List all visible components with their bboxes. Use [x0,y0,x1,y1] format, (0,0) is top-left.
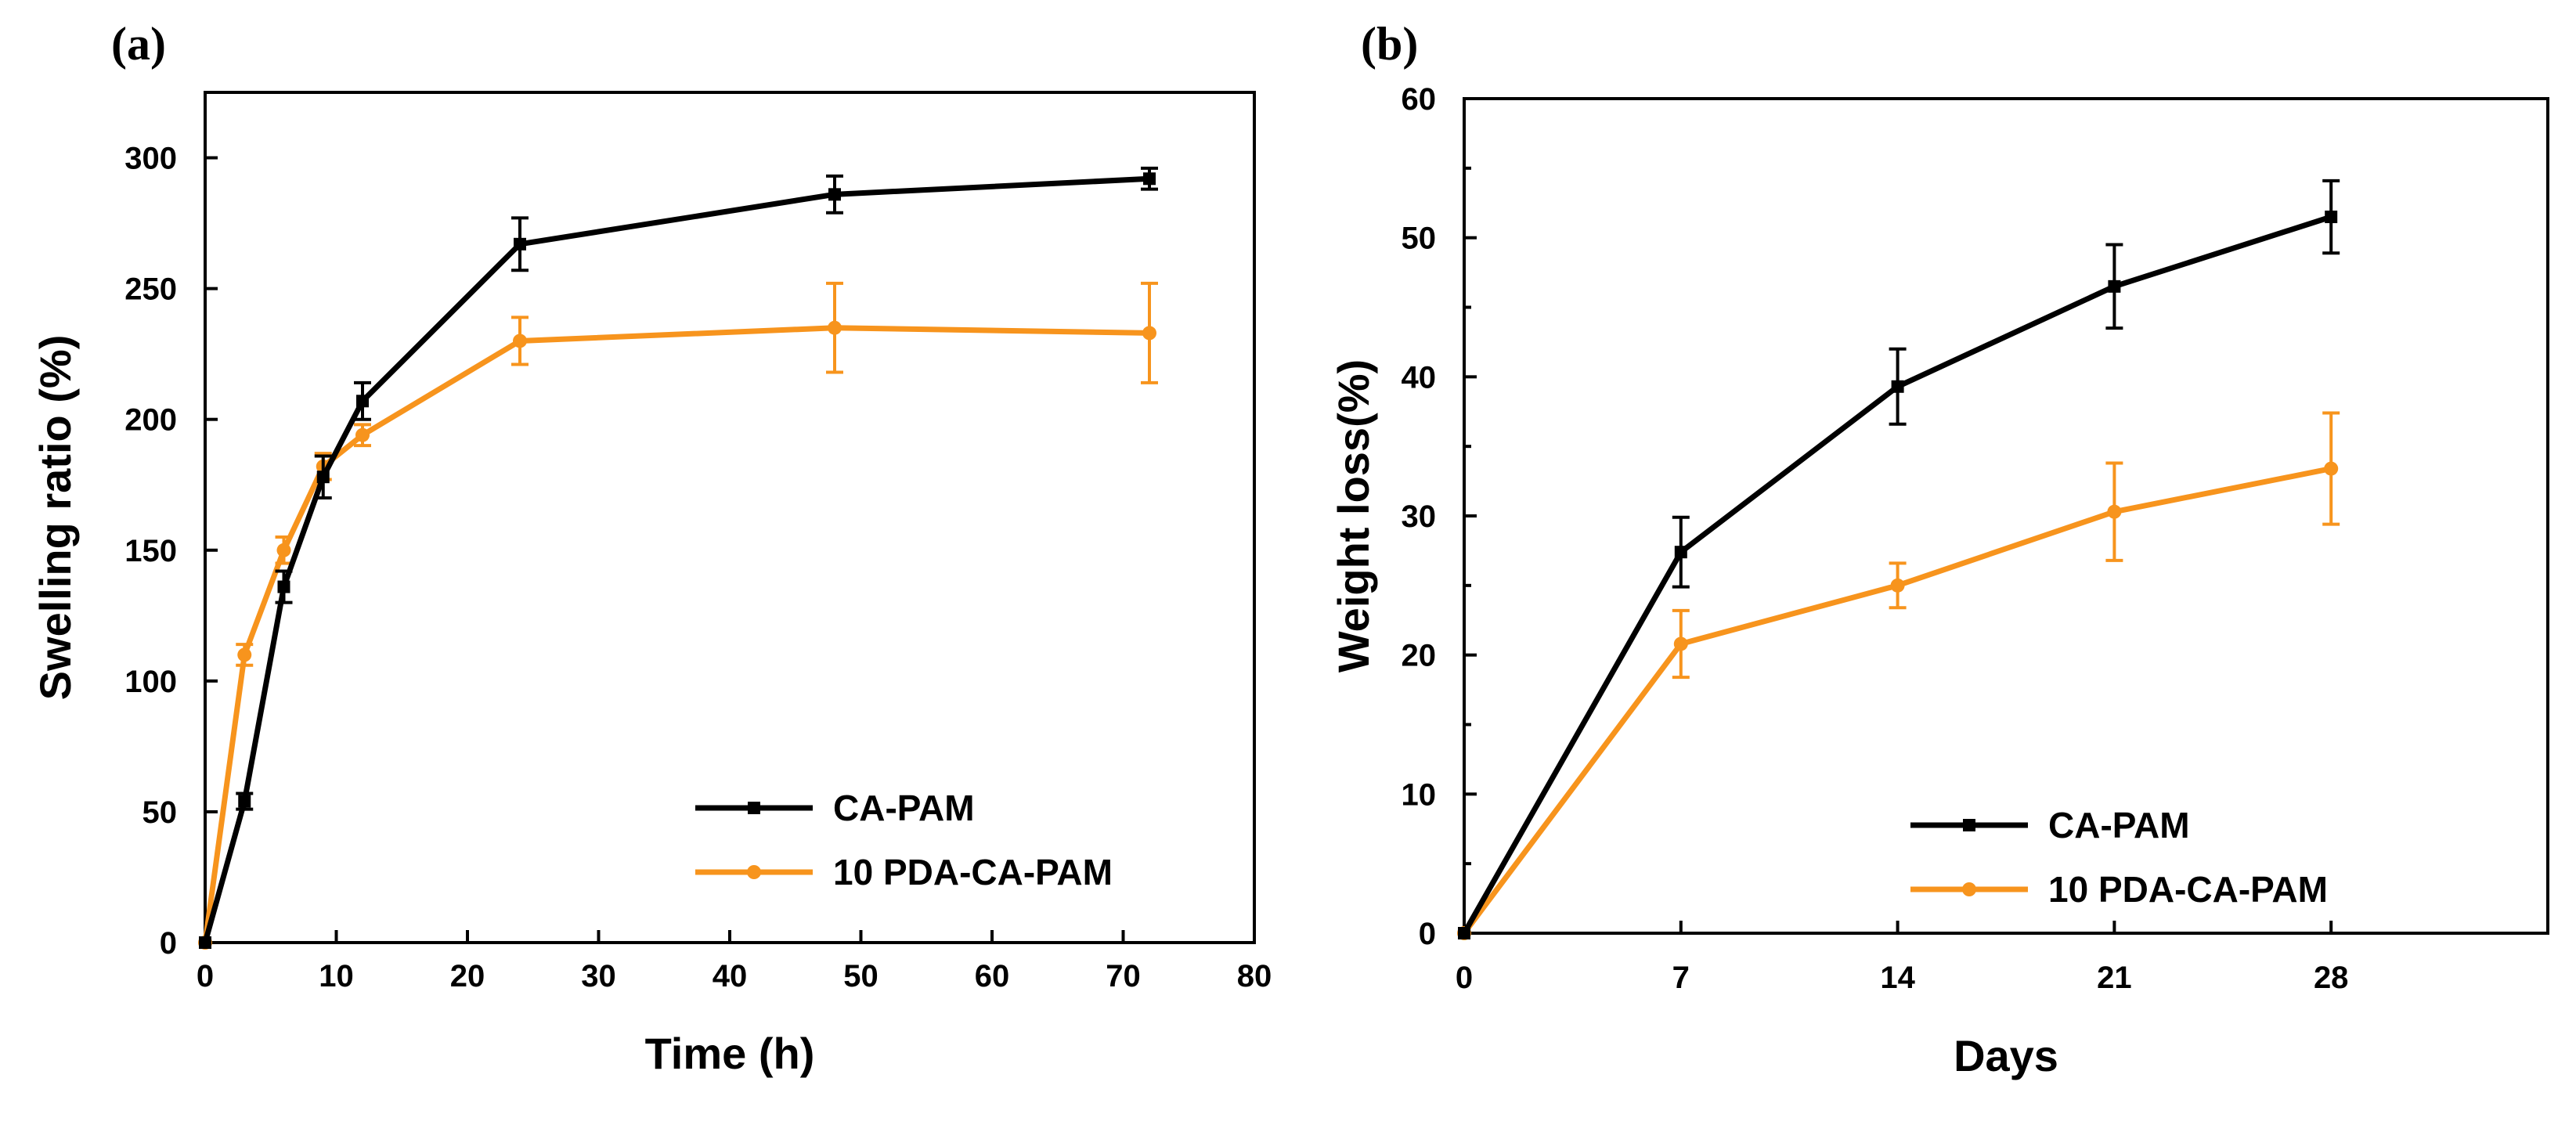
panel-a-data-point [355,427,370,442]
panel-a-x-tick-label: 10 [319,959,354,993]
panel-a-legend-label: CA-PAM [833,788,975,828]
panel-a-y-tick-label: 200 [124,403,177,438]
panel-b-data-point [1458,927,1470,939]
panel-b-data-point [1673,636,1688,651]
panel-a-legend-label: 10 PDA-CA-PAM [833,852,1113,892]
panel-b-legend: CA-PAM 10 PDA-CA-PAM [1910,805,2328,910]
panel-a-y-tick-label: 50 [143,795,178,830]
panel-b-data-point [2108,279,2121,293]
panel-a-data-point [199,936,211,949]
panel-a-y-tick-label: 250 [124,272,177,307]
panel-a-plot-frame [204,91,1256,944]
panel-a-data-point [276,543,291,557]
panel-a-y-tick-label: 0 [160,926,177,961]
panel-b-data-point [1890,578,1905,593]
panel-a-data-point [237,647,252,662]
panel-a-x-tick-label: 50 [843,959,879,993]
panel-b-data-point [1674,546,1687,559]
panel-b-legend-label: CA-PAM [2048,805,2190,846]
panel-a-chart: (a) 0 10 20 30 40 50 60 70 80050100150200250300 … [31,18,1272,1078]
panel-b-y-tick-label: 60 [1402,82,1437,117]
panel-a-x-tick-label: 70 [1106,959,1141,993]
panel-b-y-tick-label: 10 [1402,777,1437,812]
panel-b-x-tick-label: 28 [2314,961,2349,995]
panel-a-series-line [202,325,1150,943]
panel-a-x-tick-label: 0 [197,959,214,993]
panel-b-y-tick-label: 50 [1402,222,1437,256]
panel-b-label: (b) [1361,18,1418,70]
panel-a-label: (a) [111,18,166,70]
panel-a-x-tick-label: 40 [713,959,748,993]
panel-a-x-tick-label: 60 [975,959,1010,993]
panel-a-data-point [1143,172,1156,186]
panel-b-x-tick-label: 14 [1880,961,1915,995]
panel-b-y-tick-label: 20 [1402,639,1437,673]
panel-a-legend-marker [748,802,760,814]
panel-a-data-point [828,320,842,335]
panel-a-data-point [513,334,527,348]
panel-a-x-tick-label: 80 [1237,959,1272,993]
panel-a-x-axis-title: Time (h) [645,1029,815,1078]
panel-b-legend-label: 10 PDA-CA-PAM [2048,869,2328,910]
panel-b-data-point [2324,461,2339,476]
panel-a-y-tick-label: 300 [124,142,177,176]
panel-b-plot-frame [1463,97,2549,935]
panel-b-y-tick-label: 30 [1402,499,1437,534]
panel-a-series-line [202,175,1150,943]
panel-a-y-tick-label: 150 [124,534,177,568]
panel-a-x-tick-label: 20 [450,959,485,993]
panel-a-data-point [828,188,841,201]
panel-b-legend-marker [1962,882,1976,896]
panel-b-data-point [2107,504,2122,519]
panel-a-data-point [514,237,526,251]
panel-a-legend-marker [747,865,761,879]
panel-b-x-axis-title: Days [1954,1031,2058,1080]
panel-b-series-ca-pam [1458,178,2340,939]
panel-b-y-tick-label: 0 [1419,917,1436,951]
panel-b-x-tick-label: 0 [1456,961,1473,995]
panel-a-data-point [356,395,369,408]
panel-a-series-pda-ca-pam [198,281,1158,950]
panel-b-y-tick-label: 40 [1402,360,1437,395]
panel-b-data-point [2325,211,2338,224]
panel-b-chart: (b) 0 7 14 21 28 0 10 20 30 40 50 60 CA-PAM 10 PDA-C… [1329,18,2549,1080]
panel-b-series-pda-ca-pam [1457,411,2340,940]
panel-b-x-tick-label: 21 [2097,961,2132,995]
panel-a-data-point [1142,326,1156,341]
panel-b-y-axis-title: Weight loss(%) [1329,359,1378,672]
panel-a-data-point [238,795,251,808]
panel-a-legend: CA-PAM 10 PDA-CA-PAM [695,788,1113,892]
panel-b-legend-marker [1963,819,1975,831]
panel-a-x-tick-label: 30 [581,959,616,993]
panel-a-y-axis-title: Swelling ratio (%) [31,335,80,701]
panel-a-data-point [277,580,290,593]
panel-a-data-point [316,471,330,484]
panel-b-data-point [1891,380,1904,393]
panel-b-x-tick-label: 7 [1672,961,1690,995]
panel-a-series-ca-pam [199,166,1158,949]
panel-a-y-tick-label: 100 [124,665,177,699]
